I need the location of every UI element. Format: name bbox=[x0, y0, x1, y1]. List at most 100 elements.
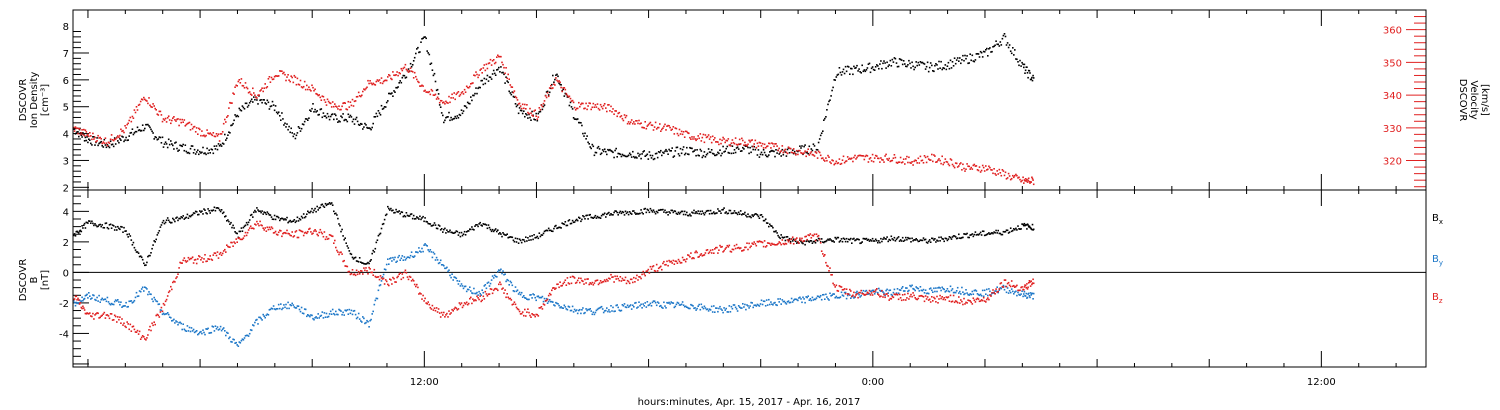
data-point bbox=[697, 210, 699, 212]
data-point bbox=[719, 305, 721, 308]
data-point bbox=[574, 109, 577, 111]
data-point bbox=[1023, 63, 1026, 66]
data-point bbox=[809, 240, 812, 242]
data-point bbox=[226, 331, 228, 334]
data-point bbox=[923, 300, 926, 303]
data-point bbox=[356, 95, 359, 98]
data-point bbox=[717, 141, 719, 143]
data-point bbox=[127, 236, 129, 238]
legend: Bx By Bz bbox=[1432, 213, 1443, 305]
data-point bbox=[801, 301, 803, 304]
data-point bbox=[623, 303, 626, 305]
data-point bbox=[844, 65, 847, 68]
data-point bbox=[734, 151, 737, 154]
data-point bbox=[994, 172, 996, 175]
data-point bbox=[599, 280, 602, 282]
data-point bbox=[138, 129, 141, 131]
data-point bbox=[176, 321, 178, 323]
data-point bbox=[548, 299, 551, 301]
data-point bbox=[1009, 178, 1012, 181]
data-point bbox=[210, 331, 213, 334]
data-point bbox=[505, 76, 507, 78]
data-point bbox=[491, 292, 494, 295]
data-point bbox=[970, 59, 972, 62]
data-point bbox=[585, 308, 587, 310]
data-point bbox=[623, 154, 626, 157]
data-point bbox=[777, 149, 779, 152]
data-point bbox=[551, 300, 553, 303]
data-point bbox=[244, 231, 247, 234]
data-point bbox=[207, 208, 209, 210]
data-point bbox=[192, 328, 195, 331]
data-point bbox=[174, 220, 176, 223]
data-point bbox=[734, 137, 737, 139]
data-point bbox=[521, 296, 524, 298]
data-point bbox=[928, 159, 931, 161]
data-point bbox=[1022, 176, 1024, 179]
data-point bbox=[161, 221, 164, 224]
data-point bbox=[1030, 294, 1032, 296]
data-point bbox=[93, 294, 95, 297]
data-point bbox=[205, 134, 207, 137]
data-point bbox=[281, 308, 283, 311]
data-point bbox=[497, 289, 499, 292]
data-point bbox=[262, 227, 264, 229]
data-point bbox=[867, 63, 870, 65]
data-point bbox=[983, 51, 986, 53]
data-point bbox=[382, 273, 385, 276]
data-point bbox=[131, 302, 134, 304]
data-point bbox=[820, 238, 823, 240]
data-point bbox=[867, 161, 870, 163]
data-point bbox=[296, 236, 299, 239]
data-point bbox=[101, 224, 103, 226]
data-point bbox=[918, 290, 921, 292]
data-point bbox=[360, 270, 362, 272]
data-point bbox=[437, 308, 440, 310]
data-point bbox=[883, 236, 885, 239]
data-point bbox=[1007, 172, 1010, 175]
velocity-title-line1: DSCOVR bbox=[1457, 79, 1468, 122]
data-point bbox=[1007, 292, 1010, 294]
data-point bbox=[230, 241, 232, 244]
data-point bbox=[77, 131, 79, 133]
data-point bbox=[925, 292, 928, 295]
data-point bbox=[322, 112, 325, 114]
data-point bbox=[1027, 224, 1029, 226]
data-point bbox=[705, 210, 708, 212]
data-point bbox=[185, 261, 188, 263]
data-point bbox=[871, 294, 874, 296]
data-point bbox=[97, 312, 99, 315]
data-point bbox=[929, 241, 932, 243]
data-point bbox=[1004, 279, 1007, 281]
data-point bbox=[329, 102, 332, 105]
data-point bbox=[478, 298, 480, 301]
data-point bbox=[292, 304, 295, 306]
data-point bbox=[480, 224, 482, 226]
data-point bbox=[250, 213, 253, 216]
data-point bbox=[661, 268, 663, 271]
data-point bbox=[375, 112, 378, 115]
data-point bbox=[775, 244, 777, 246]
data-point bbox=[925, 298, 928, 300]
data-point bbox=[609, 311, 611, 313]
data-point bbox=[745, 145, 747, 147]
data-point bbox=[382, 107, 385, 110]
data-point bbox=[705, 136, 708, 139]
data-point bbox=[510, 281, 513, 284]
data-point bbox=[126, 233, 128, 236]
data-point bbox=[638, 301, 640, 303]
data-point bbox=[477, 76, 479, 79]
data-point bbox=[220, 329, 223, 332]
data-point bbox=[656, 156, 659, 159]
data-point bbox=[329, 203, 332, 205]
data-point bbox=[703, 254, 706, 256]
data-point bbox=[449, 119, 451, 122]
data-point bbox=[446, 312, 448, 315]
data-point bbox=[372, 310, 374, 313]
data-point bbox=[1015, 285, 1017, 288]
data-point bbox=[1015, 58, 1017, 60]
data-point bbox=[873, 293, 876, 295]
data-point bbox=[206, 129, 208, 131]
data-point bbox=[465, 85, 468, 88]
data-point bbox=[210, 148, 213, 150]
